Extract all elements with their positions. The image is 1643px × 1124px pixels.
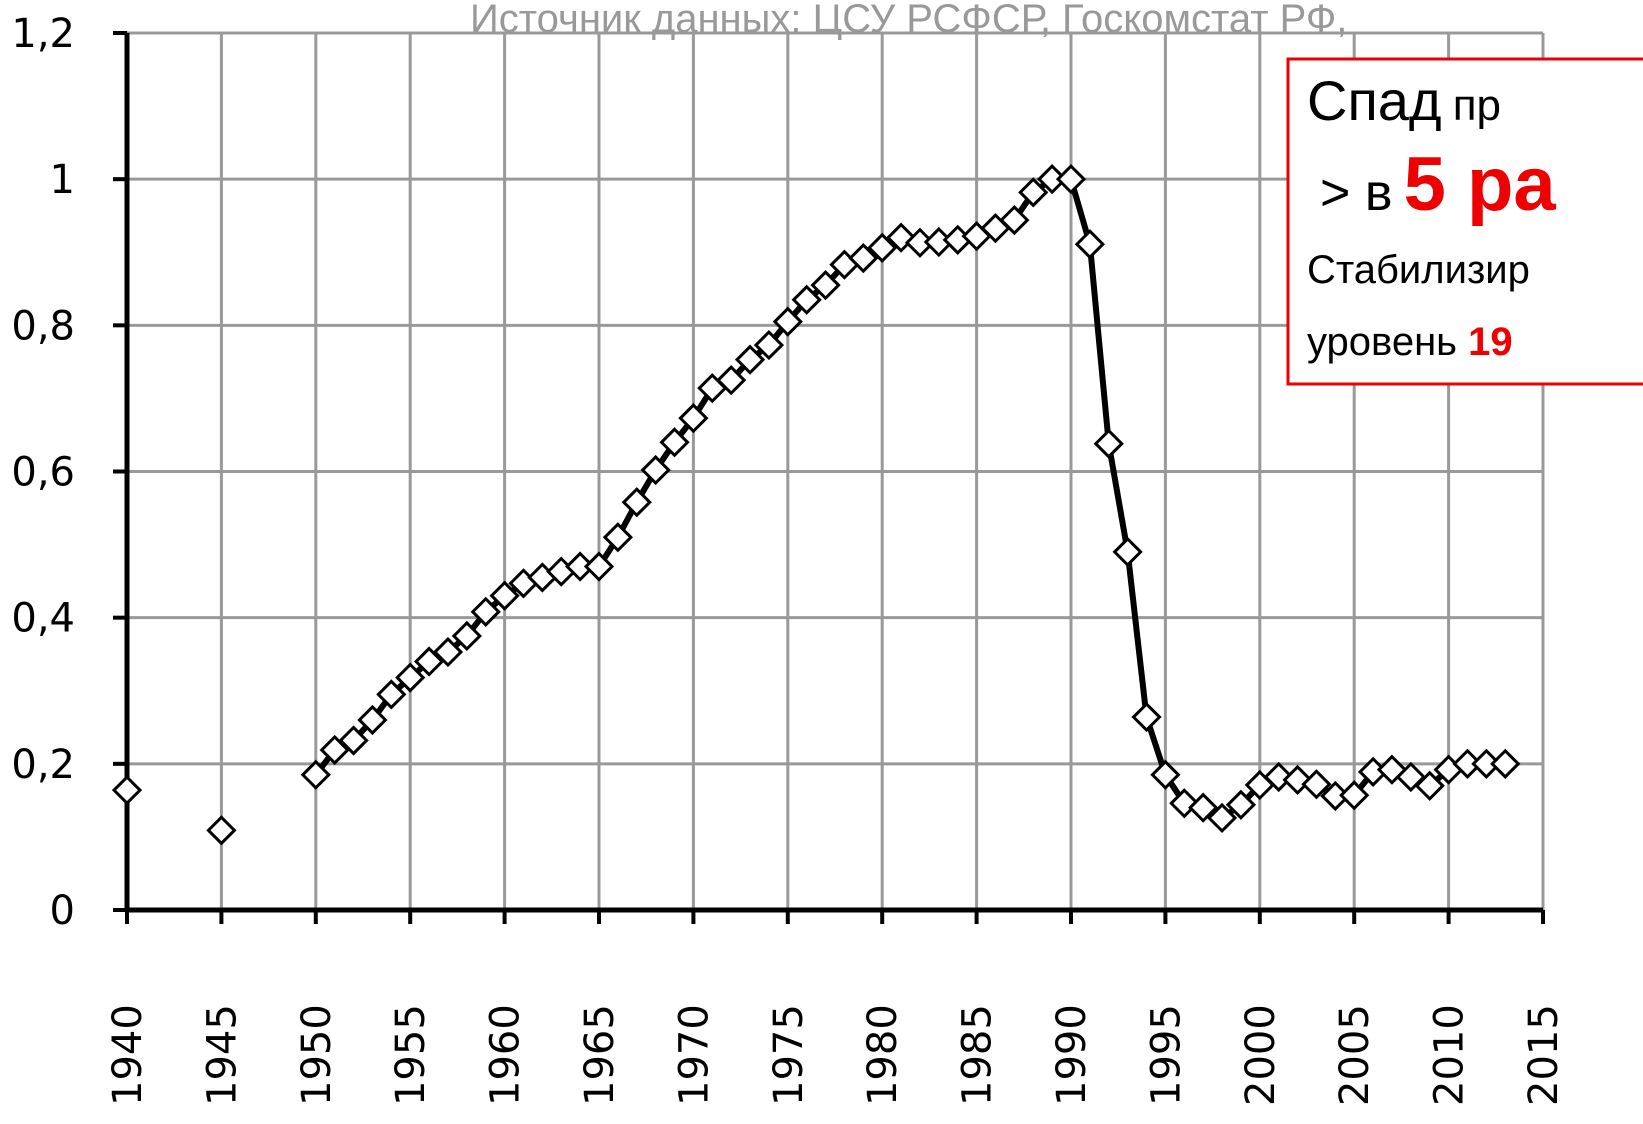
note-line4-part: уровень — [1307, 320, 1457, 364]
marker — [583, 551, 615, 582]
marker — [640, 454, 671, 486]
marker — [338, 725, 369, 756]
marker — [810, 270, 841, 301]
marker — [319, 734, 350, 766]
marker — [1018, 177, 1049, 208]
note-line3: Стабилизир — [1307, 248, 1530, 292]
note-box — [1286, 57, 1643, 386]
y-tick-label: 0,8 — [11, 303, 75, 349]
y-tick-label: 1 — [50, 157, 75, 203]
marker — [772, 306, 803, 337]
marker — [470, 596, 501, 627]
x-tick-label: 1970 — [671, 1004, 717, 1106]
marker — [791, 284, 822, 315]
marker — [1093, 428, 1124, 459]
x-tick-label: 2010 — [1427, 1004, 1473, 1106]
y-tick-label: 1,2 — [11, 11, 75, 57]
marker — [734, 344, 766, 375]
note-line2: > в 5 ра — [1320, 142, 1556, 227]
x-tick-label: 2015 — [1521, 1004, 1567, 1106]
marker — [1131, 701, 1162, 733]
marker — [678, 403, 709, 434]
x-tick-label: 1960 — [483, 1004, 529, 1106]
marker — [1206, 802, 1238, 834]
note-line4-part: 19 — [1468, 320, 1513, 364]
marker — [716, 365, 747, 396]
y-tick-label: 0,6 — [11, 450, 75, 496]
y-tick-label: 0,2 — [11, 742, 75, 788]
x-tick-label: 1985 — [955, 1004, 1001, 1106]
x-tick-label: 1965 — [577, 1004, 623, 1106]
marker — [413, 646, 445, 677]
source: Источник данных: ЦСУ РСФСР, Госкомстат Р… — [470, 0, 1347, 41]
x-tick-label: 2005 — [1332, 1004, 1378, 1106]
note-line3-part: Стабилизир — [1307, 248, 1530, 292]
note-line1-part: пр — [1453, 81, 1501, 130]
marker — [659, 427, 690, 458]
marker — [1414, 770, 1445, 801]
marker — [1490, 748, 1521, 779]
marker — [300, 759, 331, 790]
marker — [1074, 229, 1106, 260]
x-tick-label: 1995 — [1143, 1004, 1189, 1106]
marker — [1339, 780, 1370, 811]
marker — [206, 815, 237, 846]
x-tick-label: 2000 — [1238, 1004, 1284, 1106]
marker — [602, 522, 634, 553]
marker — [395, 662, 426, 693]
marker — [489, 580, 520, 611]
marker — [848, 242, 879, 274]
marker — [451, 620, 482, 652]
marker — [753, 329, 785, 361]
note-line2-part: 5 ра — [1404, 142, 1557, 227]
x-tick-label: 1980 — [860, 1004, 906, 1106]
marker — [999, 204, 1030, 236]
marker — [1301, 769, 1332, 800]
x-tick-label: 1945 — [199, 1004, 245, 1106]
note-line2-part: > в — [1320, 164, 1392, 222]
note-line1-part: Спад — [1307, 69, 1442, 132]
x-tick-label: 1990 — [1049, 1004, 1095, 1106]
marker — [1188, 792, 1219, 823]
x-tick-label: 1940 — [105, 1004, 151, 1106]
y-tick-label: 0,4 — [11, 596, 75, 642]
marker — [111, 775, 143, 806]
marker — [376, 679, 407, 710]
marker — [1225, 789, 1257, 820]
x-tick-label: 1950 — [294, 1004, 340, 1106]
marker — [621, 487, 652, 518]
marker — [1282, 764, 1313, 796]
marker — [867, 232, 898, 263]
x-tick-label: 1955 — [388, 1004, 434, 1106]
marker — [1055, 164, 1087, 195]
marker — [1263, 761, 1294, 793]
marker — [432, 636, 464, 668]
note-line1: Спад пр — [1307, 69, 1501, 132]
note-line4: уровень 19 — [1307, 320, 1513, 364]
y-tick-label: 0 — [50, 888, 75, 934]
marker — [1150, 759, 1181, 790]
marker — [357, 704, 388, 736]
marker — [1112, 536, 1143, 568]
x-tick-label: 1975 — [766, 1004, 812, 1106]
